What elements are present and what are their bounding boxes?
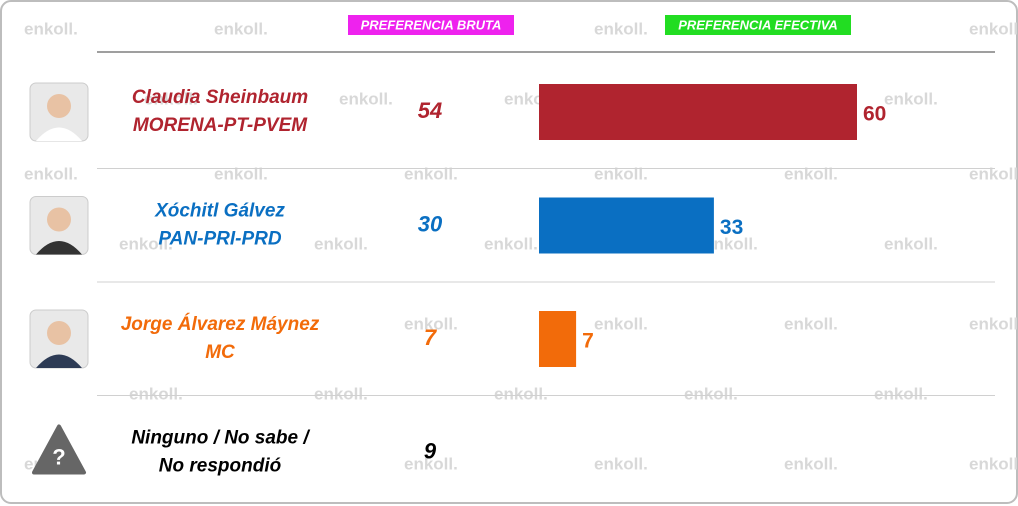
bruta-header: PREFERENCIA BRUTA [361, 17, 502, 32]
photo-head [47, 207, 71, 232]
candidate-name: Ninguno / No sabe / [131, 428, 310, 449]
watermark: enkoll. [339, 89, 393, 108]
watermark: enkoll. [314, 234, 368, 253]
watermark: enkoll. [969, 454, 1018, 473]
watermark: enkoll. [594, 19, 648, 38]
candidate-party: PAN-PRI-PRD [158, 229, 281, 250]
bar [539, 197, 714, 254]
watermark: enkoll. [214, 19, 268, 38]
candidate-name: Jorge Álvarez Máynez [121, 313, 320, 335]
candidate-party: No respondió [159, 456, 281, 477]
efectiva-header-bg [665, 15, 851, 35]
watermark: enkoll. [884, 234, 938, 253]
watermark: enkoll. [214, 164, 268, 183]
bar-value: 60 [863, 103, 886, 126]
watermark: enkoll. [144, 89, 198, 108]
bruta-value: 9 [424, 438, 437, 463]
watermark: enkoll. [594, 454, 648, 473]
candidate-name: Claudia Sheinbaum [132, 87, 308, 108]
watermark: enkoll. [874, 384, 928, 403]
bruta-value: 54 [418, 98, 442, 123]
watermark: enkoll. [684, 384, 738, 403]
bruta-value: 30 [418, 211, 443, 236]
watermark: enkoll. [704, 234, 758, 253]
watermark: enkoll. [784, 454, 838, 473]
watermark: enkoll. [129, 384, 183, 403]
photo-head [47, 94, 71, 118]
watermark: enkoll. [594, 164, 648, 183]
watermark: enkoll. [24, 164, 78, 183]
watermark: enkoll. [494, 384, 548, 403]
watermark: enkoll. [24, 19, 78, 38]
watermark: enkoll. [784, 164, 838, 183]
watermark: enkoll. [594, 314, 648, 333]
photo-head [47, 321, 71, 345]
watermark: enkoll. [784, 314, 838, 333]
bruta-value: 7 [424, 325, 438, 350]
watermark: enkoll. [969, 164, 1018, 183]
watermark: enkoll. [404, 164, 458, 183]
watermark: enkoll. [969, 19, 1018, 38]
bar-value: 7 [582, 330, 594, 353]
unknown-mark: ? [52, 444, 65, 469]
photo-body [36, 127, 82, 141]
candidate-party: MORENA-PT-PVEM [133, 115, 308, 136]
watermark: enkoll. [119, 234, 173, 253]
unknown-icon [32, 424, 86, 475]
watermark: enkoll. [314, 384, 368, 403]
candidate-party: MC [205, 342, 235, 363]
watermark: enkoll. [969, 314, 1018, 333]
bruta-header-bg [348, 15, 514, 35]
bar-value: 33 [720, 216, 743, 239]
bar [539, 311, 577, 367]
candidate-name: Xóchitl Gálvez [154, 201, 285, 222]
bar [539, 84, 857, 140]
efectiva-header: PREFERENCIA EFECTIVA [678, 17, 838, 32]
watermark: enkoll. [484, 234, 538, 253]
watermark: enkoll. [404, 454, 458, 473]
photo-body [36, 354, 82, 368]
watermark: enkoll. [884, 89, 938, 108]
photo-body [36, 241, 82, 255]
watermark: enkoll. [404, 314, 458, 333]
